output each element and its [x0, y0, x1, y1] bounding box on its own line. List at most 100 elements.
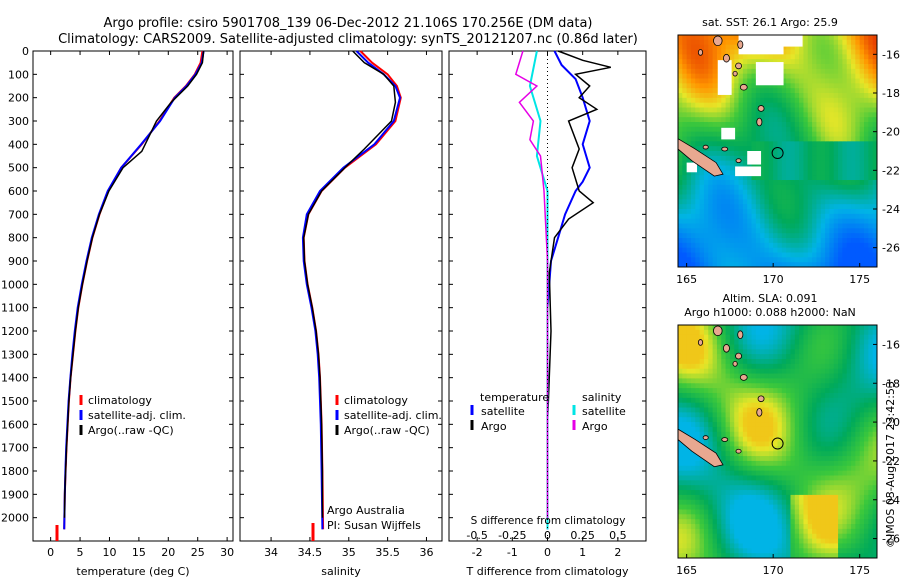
sst_map-cell [851, 151, 856, 157]
sst_map-cell [868, 165, 874, 171]
sla_map-cell [790, 533, 796, 540]
sla_map-cell [794, 533, 800, 540]
sla_map-cell [846, 446, 852, 452]
sla_map-cell [825, 514, 831, 520]
sst_map-cell [678, 242, 683, 249]
sla_map-cell [833, 543, 839, 549]
sla_map-cell [825, 499, 831, 506]
sla_map-xtick-label: 170 [763, 564, 784, 577]
sla_map-cell [820, 397, 826, 404]
sst_map-cell [699, 165, 705, 171]
sst_map-cell [725, 141, 731, 147]
sla_map-cell [794, 329, 800, 336]
sst_map-cell [751, 141, 757, 147]
sla_map-cell [729, 528, 735, 535]
sst_map-cell [751, 238, 757, 244]
sla_map-cell [803, 397, 809, 404]
sst_map-cell [812, 151, 818, 157]
sla_map-cell [716, 349, 722, 355]
sst_map-cell [838, 73, 843, 80]
sst_map-cell [708, 117, 714, 123]
sla_map-cell [855, 407, 861, 413]
sla_map-cell [820, 383, 826, 389]
sla_map-cell [820, 363, 826, 370]
sst_map-cell [781, 93, 787, 99]
sla_map-cell [833, 373, 839, 379]
temperature-xlabel: temperature (deg C) [76, 565, 189, 578]
sla_map-cell [781, 378, 787, 384]
sst_map-cell [725, 97, 731, 104]
sla_map-cell [846, 509, 852, 515]
sla_map-cell [747, 524, 753, 530]
sst_map-cell [790, 151, 796, 157]
sla_map-cell [864, 417, 869, 423]
sla_map-cell [851, 533, 856, 540]
sst_map-cell [842, 262, 848, 267]
sla_map-cell [799, 460, 805, 467]
sla_map-cell [768, 514, 774, 520]
sla_map-cell [799, 334, 805, 341]
sla_map-cell [846, 325, 852, 331]
sst_map-cell [751, 223, 757, 229]
sst_map-cell [738, 160, 744, 167]
sst_map-cell [699, 141, 705, 147]
sla_map-cell [764, 490, 770, 496]
sla_map-cell [725, 417, 731, 423]
sst_map-cell [755, 199, 761, 205]
sst_map-cell [716, 175, 722, 181]
sst_map-cell [790, 155, 796, 162]
sla_map-cell [751, 543, 757, 549]
sst_map-cell [786, 88, 792, 94]
sla_map-cell [820, 470, 826, 477]
sst_map-cell [799, 233, 805, 239]
sla_map-cell [747, 363, 753, 370]
sla_map-cell [842, 524, 848, 530]
sst_map-cell [790, 112, 796, 118]
sla_map-cell [794, 344, 800, 350]
sst_map-cell [742, 213, 748, 220]
sst_map-cell [690, 44, 696, 51]
sla_map-cell [738, 412, 744, 418]
sla_map-cell [825, 436, 831, 443]
sla_map-cell [794, 470, 800, 477]
sst_map-cell [721, 247, 727, 254]
sst_map-cell [760, 131, 766, 138]
sla_map-cell [803, 538, 809, 545]
sla_map-cell [729, 373, 735, 379]
sla_map-cell [816, 475, 822, 481]
sla_map-cell [760, 378, 766, 384]
sst_map-cell [868, 194, 874, 200]
sla_map-cell [851, 441, 856, 447]
sla_map-cell [794, 402, 800, 409]
sst_map-cell [829, 184, 835, 191]
sla_map-cell [872, 329, 877, 336]
sla_map-cell [838, 475, 843, 481]
sst_map-cell [816, 93, 822, 99]
sla_map-cell [686, 533, 692, 540]
sst_map-cell [695, 180, 701, 186]
sst_map-cell [859, 247, 865, 254]
sst_map-cell [864, 122, 869, 128]
sla_map-cell [703, 528, 709, 535]
sst_map-cell [712, 141, 718, 147]
sst_map-cell [868, 83, 874, 89]
sst_map-cell [812, 189, 818, 196]
sla_map-cell [838, 329, 843, 336]
sla_map-cell [846, 485, 852, 491]
sla_map-cell [794, 354, 800, 360]
sst_map-cell [846, 59, 852, 65]
sst_map-cell [777, 136, 783, 142]
sla_map-cell [864, 446, 869, 452]
sla_map-cell [812, 417, 818, 423]
sst_map-cell [742, 233, 748, 239]
sst_map-cell [712, 93, 718, 99]
sla_map-cell [872, 358, 877, 365]
sst_map-cell [864, 262, 869, 267]
sst_map-cell [807, 180, 813, 186]
sst_map-cell [786, 49, 792, 55]
sla_map-cell [682, 339, 688, 346]
sst_map-cell [868, 204, 874, 210]
sla_map-cell [773, 368, 779, 375]
sla_map-cell [721, 485, 727, 491]
sst_map-cell [851, 242, 856, 249]
